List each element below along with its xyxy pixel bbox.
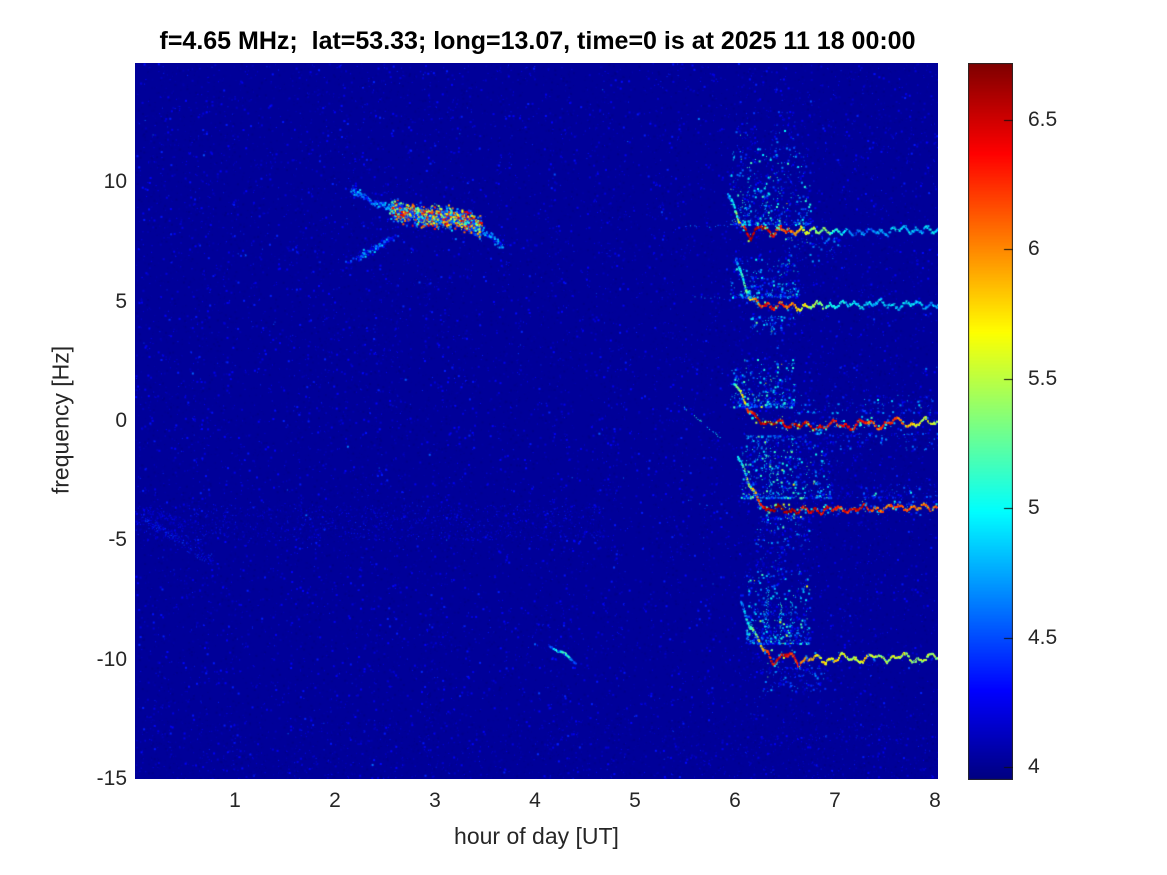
y-tick-label: -15 [96,767,127,790]
colorbar-tick-label: 5 [1028,496,1040,520]
x-axis-label: hour of day [UT] [454,823,619,849]
colorbar-tick-label: 5.5 [1028,366,1058,390]
y-tick-label: 5 [115,289,127,313]
y-tick-label: -5 [108,528,127,552]
colorbar-tick-label: 6 [1028,237,1040,261]
x-tick-label: 7 [829,789,841,812]
y-tick-label: -10 [96,647,127,671]
colorbar-tick-label: 4 [1028,755,1040,779]
x-tick-label: 4 [529,789,541,812]
y-tick-label: 0 [115,409,127,432]
y-tick-label: 10 [103,170,127,194]
colorbar-tick-label: 4.5 [1028,625,1058,649]
x-tick-label: 5 [629,789,641,812]
colorbar [968,63,1013,780]
x-tick-label: 2 [329,789,341,812]
colorbar-tick-label: 6.5 [1028,107,1058,131]
chart-title: f=4.65 MHz; lat=53.33; long=13.07, time=… [159,27,916,55]
x-tick-label: 6 [729,789,741,812]
x-tick-label: 1 [229,789,241,812]
x-tick-label: 8 [929,789,941,812]
spectrogram-canvas [135,63,938,779]
y-axis-label: frequency [Hz] [47,345,74,495]
x-tick-label: 3 [429,789,441,812]
